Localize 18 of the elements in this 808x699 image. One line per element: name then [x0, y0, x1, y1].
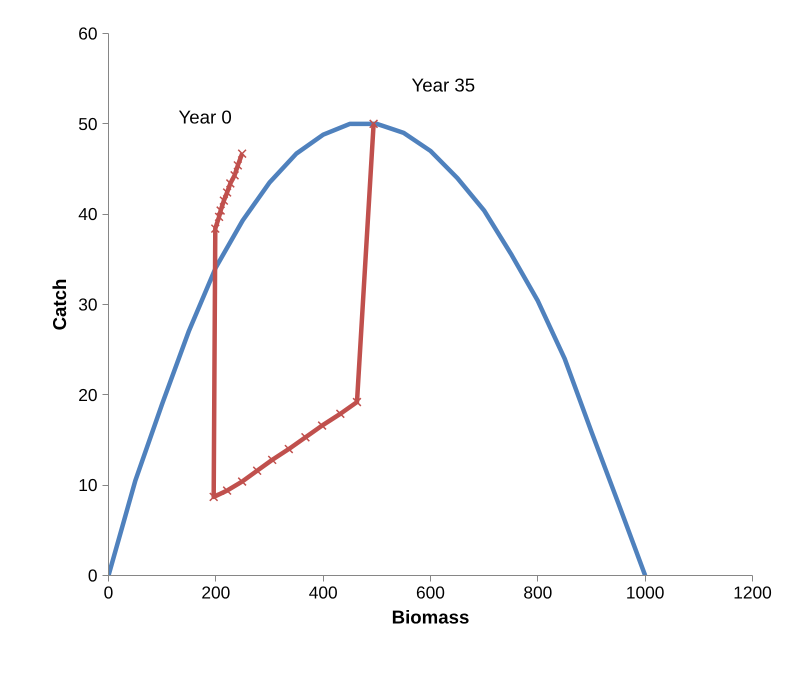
annotation: Year 35 — [412, 74, 476, 96]
y-tick-label: 60 — [78, 24, 98, 44]
x-tick-label: 800 — [523, 582, 552, 602]
y-tick-label: 50 — [78, 114, 98, 134]
x-tick-label: 600 — [416, 582, 445, 602]
x-tick-label: 1200 — [733, 582, 772, 602]
y-tick-label: 40 — [78, 204, 98, 224]
y-tick-label: 0 — [88, 566, 98, 586]
annotation: Year 0 — [178, 106, 232, 128]
y-tick-label: 30 — [78, 294, 98, 314]
x-axis-title: Biomass — [392, 606, 470, 628]
y-tick-label: 10 — [78, 475, 98, 496]
y-tick-label: 20 — [78, 384, 98, 405]
x-tick-label: 200 — [201, 582, 230, 602]
x-tick-label: 400 — [308, 582, 338, 602]
y-axis-title: Catch — [49, 278, 70, 330]
x-tick-label: 1000 — [626, 582, 664, 602]
x-tick-label: 0 — [104, 582, 114, 602]
